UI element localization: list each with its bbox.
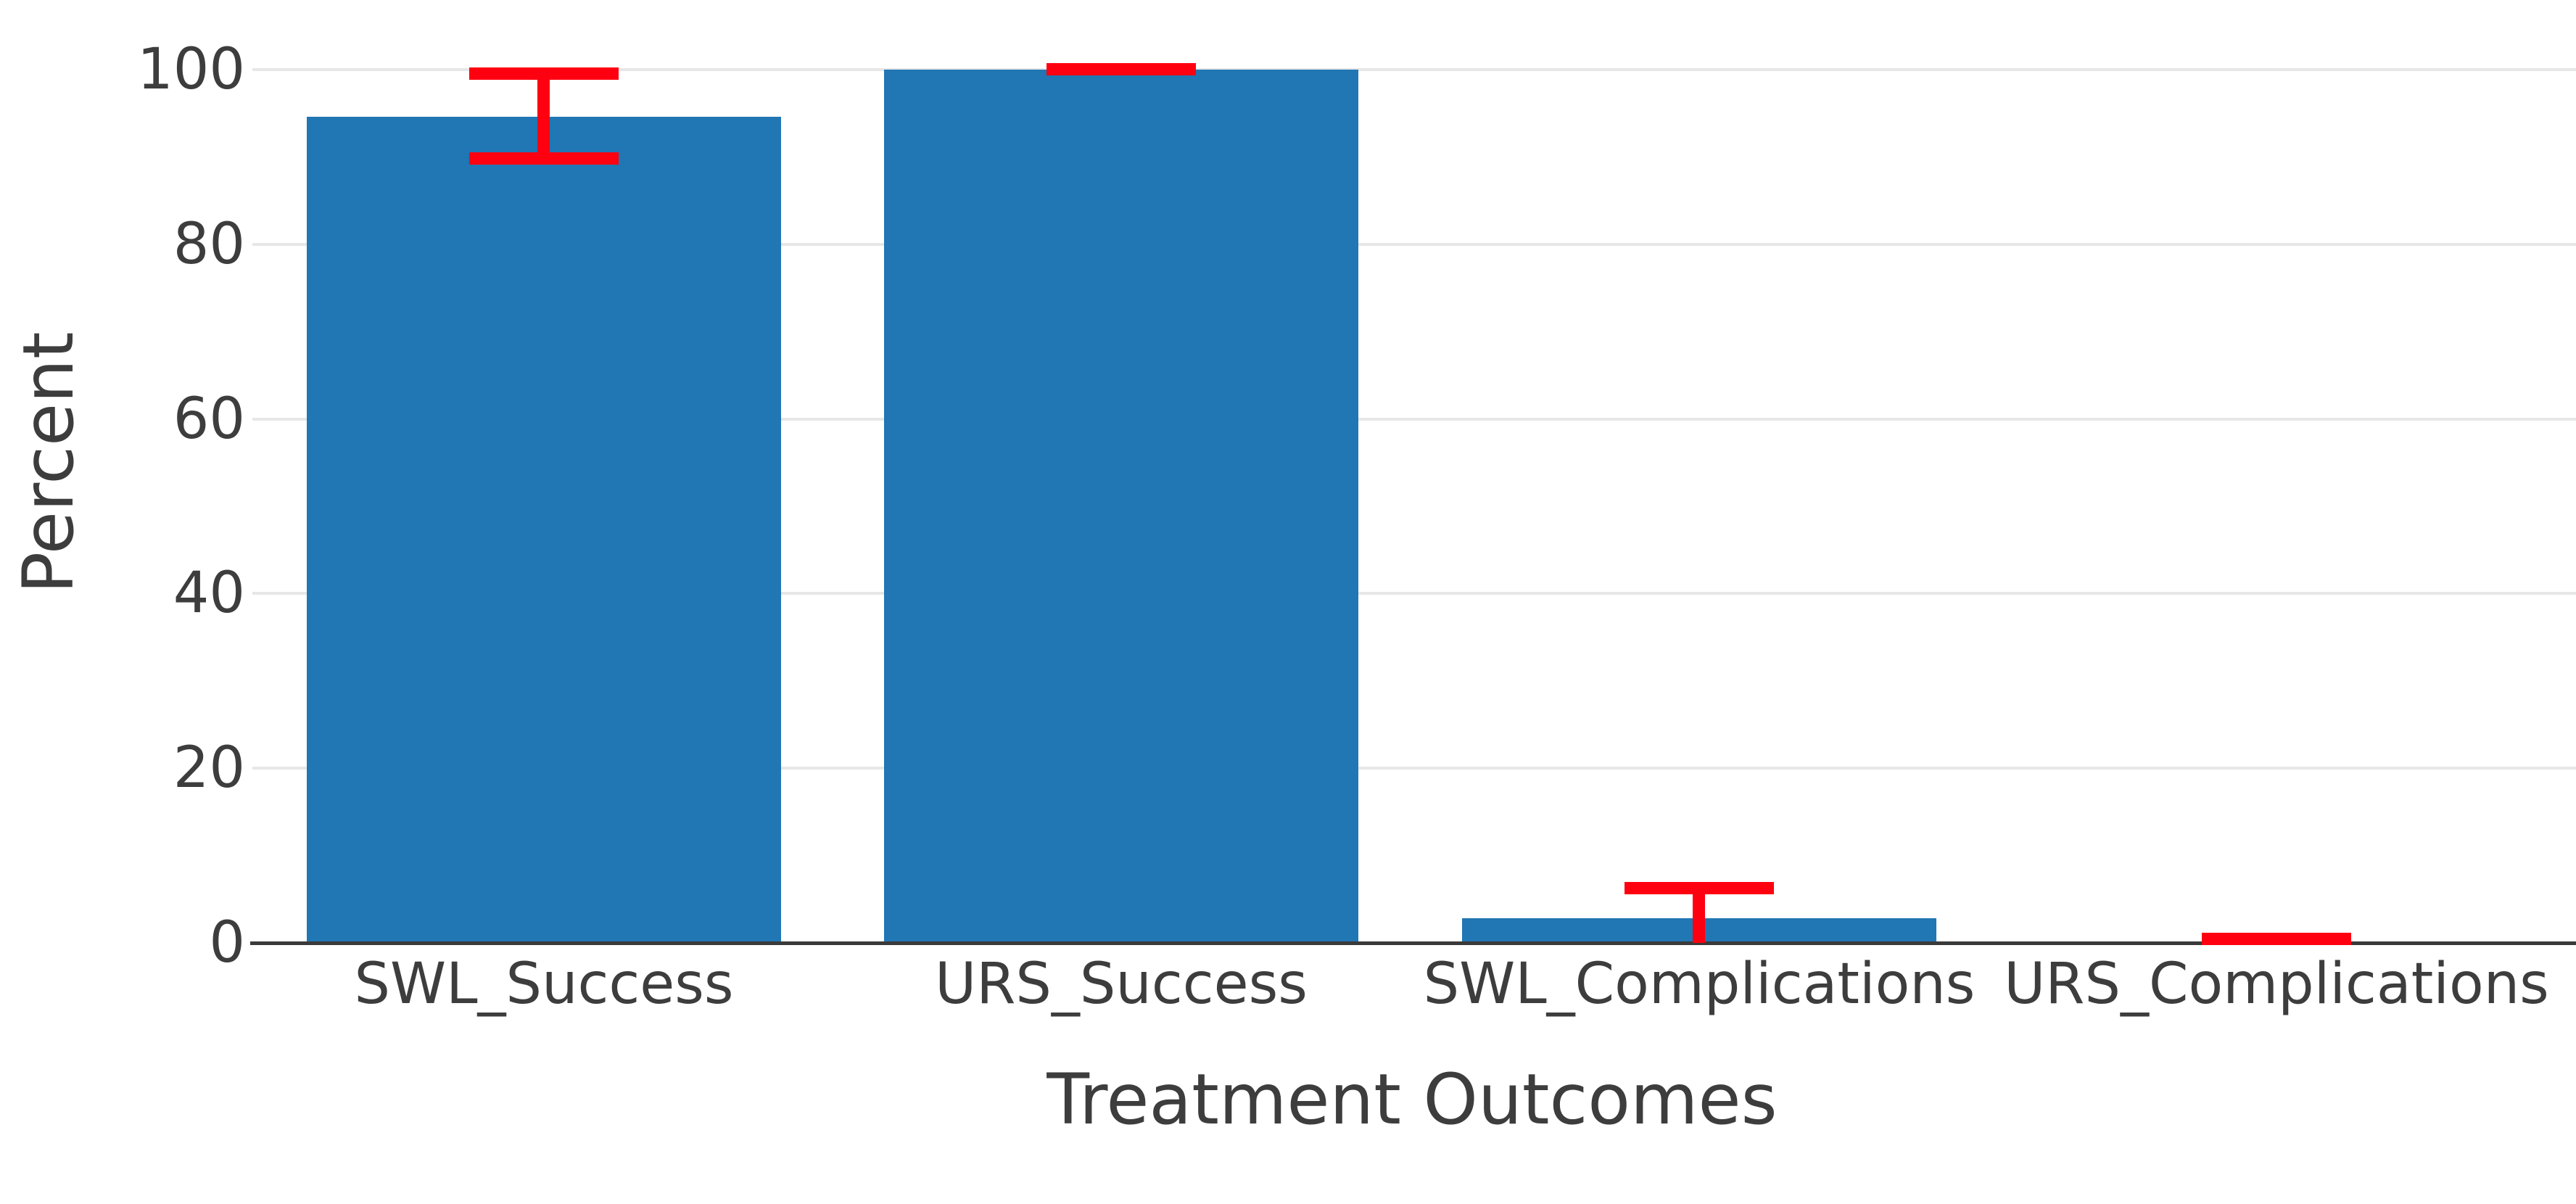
gridline xyxy=(252,767,2576,770)
gridline xyxy=(252,418,2576,421)
error-bar-cap-top xyxy=(469,67,619,80)
x-axis-line xyxy=(250,941,2576,945)
y-tick-label: 0 xyxy=(209,910,245,976)
x-axis-title: Treatment Outcomes xyxy=(1046,1059,1778,1140)
error-bar-cap-top xyxy=(1046,63,1196,75)
bar xyxy=(884,70,1358,943)
bar xyxy=(307,117,781,943)
x-tick-label: SWL_Complications xyxy=(1423,952,1976,1017)
x-tick-label: SWL_Success xyxy=(354,952,734,1017)
gridline xyxy=(252,243,2576,246)
x-tick-label: URS_Success xyxy=(935,952,1308,1017)
error-bar-line xyxy=(1693,888,1705,943)
y-tick-label: 100 xyxy=(137,37,245,102)
y-tick-label: 80 xyxy=(173,212,245,277)
error-bar-line xyxy=(537,74,550,159)
y-tick-label: 40 xyxy=(173,561,245,626)
gridline xyxy=(252,68,2576,71)
error-bar-cap-bottom xyxy=(469,152,619,165)
y-tick-label: 20 xyxy=(173,735,245,801)
error-bar-cap-top xyxy=(2202,933,2351,945)
x-tick-label: URS_Complications xyxy=(2004,952,2549,1017)
gridline xyxy=(252,592,2576,595)
error-bar-cap-top xyxy=(1625,882,1774,894)
y-tick-label: 60 xyxy=(173,387,245,452)
